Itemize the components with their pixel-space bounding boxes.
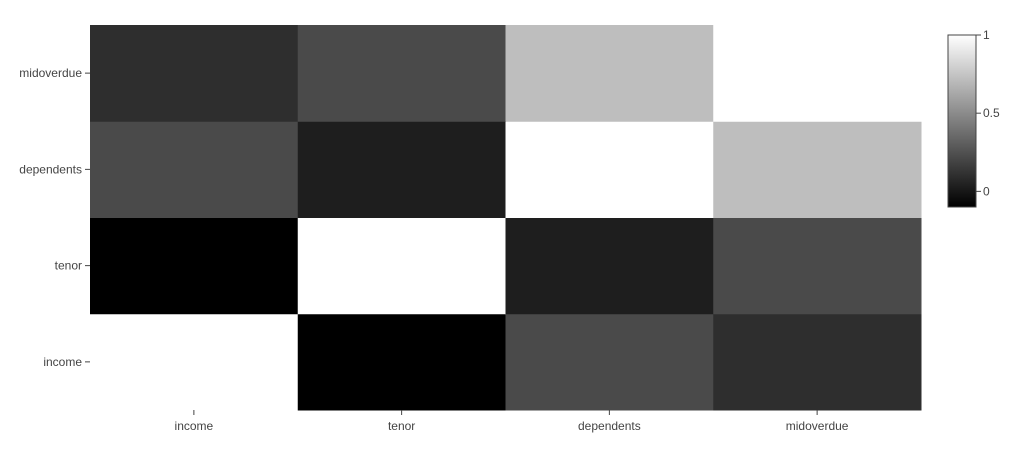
heatmap-cell-dependents-midoverdue bbox=[713, 121, 922, 218]
heatmap-cell-dependents-income bbox=[90, 121, 299, 218]
colorbar-gradient bbox=[947, 34, 977, 208]
y-tick-label: dependents bbox=[19, 162, 82, 176]
heatmap-cell-midoverdue-tenor bbox=[297, 25, 506, 122]
heatmap-cell-income-dependents bbox=[505, 313, 714, 411]
heatmap-cell-tenor-midoverdue bbox=[713, 217, 922, 315]
heatmap-cells bbox=[90, 25, 922, 411]
x-axis: income tenor dependents midoverdue bbox=[175, 410, 849, 433]
heatmap-cell-tenor-income bbox=[90, 217, 299, 315]
x-tick-label: midoverdue bbox=[786, 419, 849, 433]
heatmap-cell-midoverdue-income bbox=[90, 25, 299, 122]
heatmap-cell-midoverdue-dependents bbox=[505, 25, 714, 122]
y-tick-label: income bbox=[43, 355, 82, 369]
heatmap-cell-income-tenor bbox=[297, 313, 506, 411]
colorbar: 00.51 bbox=[947, 28, 1000, 208]
y-tick-label: tenor bbox=[55, 259, 82, 273]
x-tick-label: income bbox=[175, 419, 214, 433]
colorbar-tick-label: 1 bbox=[983, 28, 990, 42]
heatmap-cell-tenor-dependents bbox=[505, 217, 714, 315]
x-tick-label: dependents bbox=[578, 419, 641, 433]
heatmap-cell-tenor-tenor bbox=[297, 217, 506, 315]
x-tick-label: tenor bbox=[388, 419, 415, 433]
heatmap-cell-income-income bbox=[90, 313, 299, 411]
heatmap-cell-dependents-tenor bbox=[297, 121, 506, 218]
y-tick-label: midoverdue bbox=[19, 66, 82, 80]
y-axis: income tenor dependents midoverdue bbox=[19, 66, 90, 369]
heatmap-cell-midoverdue-midoverdue bbox=[713, 25, 922, 122]
colorbar-tick-label: 0 bbox=[983, 184, 990, 198]
colorbar-tick-label: 0.5 bbox=[983, 106, 1000, 120]
heatmap-cell-income-midoverdue bbox=[713, 313, 922, 411]
heatmap-cell-dependents-dependents bbox=[505, 121, 714, 218]
